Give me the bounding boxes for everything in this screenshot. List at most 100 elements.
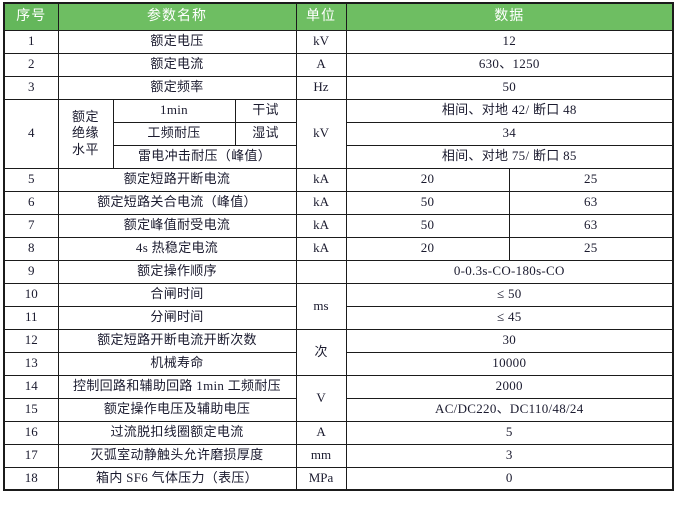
row-data: 5 xyxy=(345,420,674,445)
row-parameter: 灭弧室动静触头允许磨损厚度 xyxy=(57,443,297,468)
row-number: 18 xyxy=(3,466,59,491)
table-row: 9 额定操作顺序 0-0.3s-CO-180s-CO xyxy=(3,259,674,284)
row-unit: kA xyxy=(295,190,347,215)
row-data-a: 50 xyxy=(345,213,510,238)
row-number: 17 xyxy=(3,443,59,468)
row-number: 16 xyxy=(3,420,59,445)
insulation-level-line3: 水平 xyxy=(71,141,99,157)
table-header-row: 序号 参数名称 单位 数据 xyxy=(3,2,674,31)
row-data: 3 xyxy=(345,443,674,468)
row-data-a: 20 xyxy=(345,236,510,261)
dry-test-label: 干试 xyxy=(234,98,297,123)
row-number: 12 xyxy=(3,328,59,353)
row-unit: kA xyxy=(295,236,347,261)
row-unit: ms xyxy=(295,282,347,330)
row-data: ≤ 45 xyxy=(345,305,674,330)
row-data-b: 25 xyxy=(508,167,674,192)
row-parameter: 4s 热稳定电流 xyxy=(57,236,297,261)
row-unit: 次 xyxy=(295,328,347,376)
table-row: 8 4s 热稳定电流 kA 20 25 xyxy=(3,236,674,261)
row-unit xyxy=(295,259,347,284)
row-unit: MPa xyxy=(295,466,347,491)
row-number: 2 xyxy=(3,52,59,77)
row-parameter: 额定电压 xyxy=(57,29,297,54)
header-data: 数据 xyxy=(345,2,674,31)
specification-table: 序号 参数名称 单位 数据 1 额定电压 kV 12 2 额定电流 A 630、… xyxy=(3,2,675,491)
table-row: 17 灭弧室动静触头允许磨损厚度 mm 3 xyxy=(3,443,674,468)
row-parameter: 额定操作顺序 xyxy=(57,259,297,284)
insulation-level-line2: 绝缘 xyxy=(71,125,99,141)
row-data: 0 xyxy=(345,466,674,491)
header-parameter-name: 参数名称 xyxy=(57,2,297,31)
row-parameter: 额定操作电压及辅助电压 xyxy=(57,397,297,422)
row-number: 9 xyxy=(3,259,59,284)
wet-test-value: 34 xyxy=(345,121,674,146)
table-row-insulation-impulse: 雷电冲击耐压（峰值） 相间、对地 75/ 断口 85 xyxy=(4,144,674,169)
table-row: 13 机械寿命 10000 xyxy=(3,351,674,376)
row-parameter: 箱内 SF6 气体压力（表压） xyxy=(57,466,297,491)
row-number: 3 xyxy=(3,75,59,100)
row-data: 630、1250 xyxy=(345,52,674,77)
row-data: AC/DC220、DC110/48/24 xyxy=(345,397,674,422)
row-number: 6 xyxy=(3,190,59,215)
table-row: 2 额定电流 A 630、1250 xyxy=(3,52,674,77)
row-unit: V xyxy=(295,374,347,422)
row-data-b: 25 xyxy=(508,236,674,261)
table-row: 11 分闸时间 ≤ 45 xyxy=(3,305,674,330)
lightning-impulse-value: 相间、对地 75/ 断口 85 xyxy=(345,144,674,169)
row-parameter: 额定短路开断电流开断次数 xyxy=(57,328,297,353)
row-unit: A xyxy=(295,52,347,77)
row-unit: A xyxy=(295,420,347,445)
row-data: 0-0.3s-CO-180s-CO xyxy=(345,259,674,284)
row-data-a: 50 xyxy=(345,190,510,215)
row-data-b: 63 xyxy=(508,190,674,215)
row-data: 50 xyxy=(345,75,674,100)
row-number: 8 xyxy=(3,236,59,261)
row-parameter: 额定峰值耐受电流 xyxy=(57,213,297,238)
row-data: 30 xyxy=(345,328,674,353)
table-row: 12 额定短路开断电流开断次数 次 30 xyxy=(3,328,674,376)
table-row: 6 额定短路关合电流（峰值） kA 50 63 xyxy=(3,190,674,215)
table-row-insulation-dry: 4 额定 绝缘 水平 1min 干试 kV 相间、对地 42/ 断口 48 xyxy=(3,98,674,169)
table-row: 15 额定操作电压及辅助电压 AC/DC220、DC110/48/24 xyxy=(3,397,674,422)
row-data: 12 xyxy=(345,29,674,54)
table-row: 16 过流脱扣线圈额定电流 A 5 xyxy=(3,420,674,445)
table-row: 3 额定频率 Hz 50 xyxy=(3,75,674,100)
table-row: 5 额定短路开断电流 kA 20 25 xyxy=(3,167,674,192)
insulation-level-label: 额定 绝缘 水平 xyxy=(57,98,114,169)
row-number: 11 xyxy=(3,305,59,330)
lightning-impulse-label: 雷电冲击耐压（峰值） xyxy=(112,144,297,169)
row-unit: Hz xyxy=(295,75,347,100)
row-parameter: 过流脱扣线圈额定电流 xyxy=(57,420,297,445)
row-parameter: 额定短路关合电流（峰值） xyxy=(57,190,297,215)
row-parameter: 额定电流 xyxy=(57,52,297,77)
row-number: 10 xyxy=(3,282,59,307)
table-row: 18 箱内 SF6 气体压力（表压） MPa 0 xyxy=(3,466,674,491)
header-serial-number: 序号 xyxy=(3,2,59,31)
row-unit: kV xyxy=(295,98,347,169)
row-number: 7 xyxy=(3,213,59,238)
table-row: 14 控制回路和辅助回路 1min 工频耐压 V 2000 xyxy=(3,374,674,422)
dry-test-value: 相间、对地 42/ 断口 48 xyxy=(345,98,674,123)
header-unit: 单位 xyxy=(295,2,347,31)
wet-test-label: 湿试 xyxy=(234,121,297,146)
row-unit: mm xyxy=(295,443,347,468)
row-data-a: 20 xyxy=(345,167,510,192)
table-row: 10 合闸时间 ms ≤ 50 xyxy=(3,282,674,330)
row-parameter: 控制回路和辅助回路 1min 工频耐压 xyxy=(57,374,297,399)
table-row: 1 额定电压 kV 12 xyxy=(3,29,674,54)
row-parameter: 机械寿命 xyxy=(57,351,297,376)
row-number: 5 xyxy=(3,167,59,192)
row-unit: kA xyxy=(295,167,347,192)
row-data: 10000 xyxy=(345,351,674,376)
row-data: ≤ 50 xyxy=(345,282,674,307)
row-number: 1 xyxy=(3,29,59,54)
row-unit: kA xyxy=(295,213,347,238)
row-data-b: 63 xyxy=(508,213,674,238)
table-row: 7 额定峰值耐受电流 kA 50 63 xyxy=(3,213,674,238)
power-frequency-withstand-line2: 工频耐压 xyxy=(112,121,236,146)
row-number: 14 xyxy=(3,374,59,399)
row-parameter: 额定短路开断电流 xyxy=(57,167,297,192)
row-parameter: 额定频率 xyxy=(57,75,297,100)
row-number: 4 xyxy=(3,98,59,169)
